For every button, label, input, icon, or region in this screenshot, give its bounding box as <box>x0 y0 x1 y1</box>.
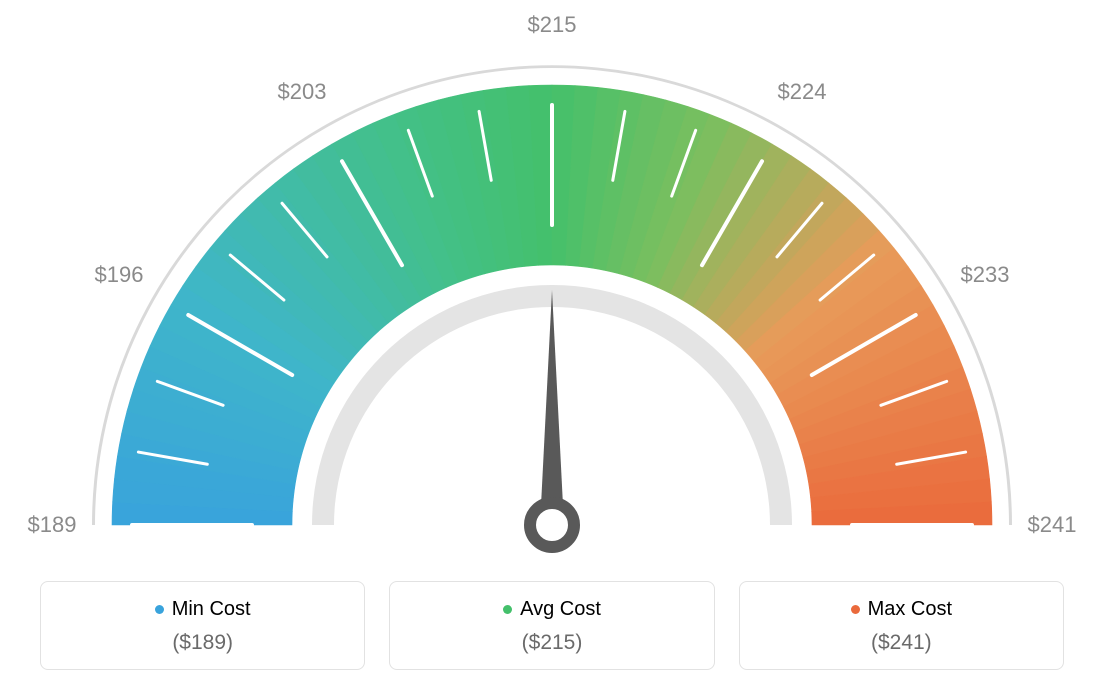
legend-box-min: Min Cost ($189) <box>40 581 365 670</box>
legend-label-min: Min Cost <box>172 598 251 621</box>
legend-title-max: Max Cost <box>851 598 952 621</box>
legend-row: Min Cost ($189) Avg Cost ($215) Max Cost… <box>0 581 1104 670</box>
legend-label-max: Max Cost <box>868 598 952 621</box>
legend-value-max: ($241) <box>750 631 1053 655</box>
legend-label-avg: Avg Cost <box>520 598 601 621</box>
gauge-tick-label: $233 <box>961 262 1010 288</box>
legend-box-max: Max Cost ($241) <box>739 581 1064 670</box>
legend-value-avg: ($215) <box>400 631 703 655</box>
gauge-chart-container: $189 $196 $203 $215 $224 $233 $241 Min Cost ($… <box>0 0 1104 690</box>
legend-title-avg: Avg Cost <box>503 598 601 621</box>
legend-dot-avg <box>503 605 512 614</box>
legend-dot-min <box>155 605 164 614</box>
legend-box-avg: Avg Cost ($215) <box>389 581 714 670</box>
gauge-area: $189 $196 $203 $215 $224 $233 $241 <box>0 0 1104 560</box>
gauge-tick-label: $196 <box>95 262 144 288</box>
gauge-tick-label: $189 <box>28 512 77 538</box>
gauge-svg <box>0 0 1104 560</box>
legend-dot-max <box>851 605 860 614</box>
legend-title-min: Min Cost <box>155 598 251 621</box>
legend-value-min: ($189) <box>51 631 354 655</box>
gauge-tick-label: $224 <box>778 79 827 105</box>
gauge-tick-label: $203 <box>278 79 327 105</box>
gauge-tick-label: $215 <box>528 12 577 38</box>
gauge-tick-label: $241 <box>1028 512 1077 538</box>
